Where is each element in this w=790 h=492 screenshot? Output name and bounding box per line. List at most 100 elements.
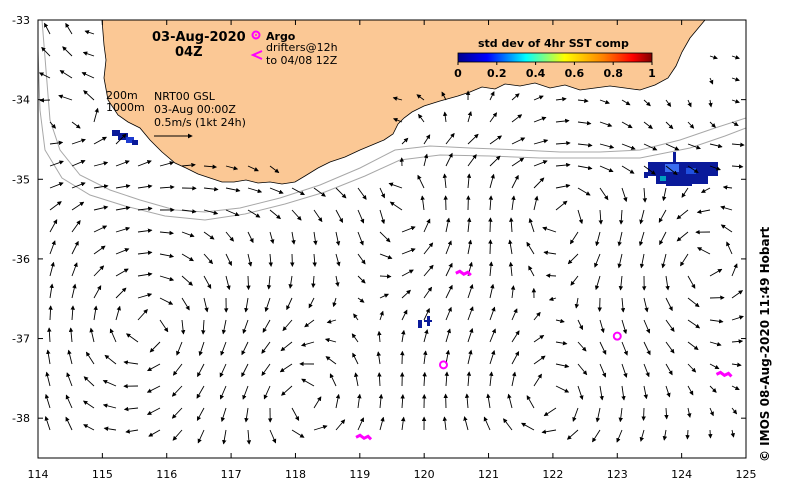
colorbar-tick-label: 0.4	[526, 67, 546, 80]
current-arrow	[181, 253, 194, 262]
current-arrow	[533, 95, 544, 101]
current-arrow	[709, 77, 714, 85]
sst-patch-small	[418, 316, 432, 328]
current-arrow	[599, 121, 613, 127]
y-tick-label: -36	[12, 253, 30, 266]
current-arrow	[489, 306, 496, 321]
current-arrow	[220, 407, 227, 423]
current-arrow	[489, 283, 495, 299]
colorbar-tick-label: 0	[454, 67, 462, 80]
current-arrow	[445, 262, 453, 277]
current-arrow	[599, 99, 610, 105]
current-arrow	[379, 293, 389, 299]
current-arrow	[115, 160, 130, 167]
isobath-1000m	[38, 49, 746, 221]
y-axis: -33 -34 -35 -36 -37 -38	[12, 14, 746, 425]
current-arrow	[643, 99, 651, 107]
current-arrow	[176, 341, 183, 356]
current-arrow	[246, 429, 252, 445]
current-arrow	[389, 201, 403, 211]
current-arrow	[731, 315, 744, 321]
current-arrow	[709, 385, 717, 393]
current-arrow	[545, 273, 557, 278]
current-arrow	[71, 138, 86, 145]
current-arrow	[159, 161, 175, 167]
current-arrow	[503, 418, 513, 431]
current-arrow	[488, 371, 494, 387]
current-arrow	[511, 157, 525, 167]
current-arrow	[441, 91, 447, 101]
current-arrow	[247, 187, 263, 194]
current-arrow	[376, 351, 381, 365]
current-arrow	[326, 319, 337, 324]
current-arrow	[731, 290, 744, 299]
current-arrow	[70, 305, 75, 321]
current-arrow	[423, 134, 431, 145]
current-arrow	[71, 283, 77, 299]
current-arrow	[731, 362, 742, 367]
current-arrow	[291, 407, 300, 421]
current-arrow	[49, 283, 54, 299]
current-arrow	[555, 96, 567, 102]
current-arrow	[125, 429, 139, 434]
argo-legend-dot	[255, 34, 257, 36]
current-arrow	[172, 429, 183, 441]
current-arrow	[313, 396, 322, 409]
current-arrow	[196, 407, 205, 421]
current-arrow	[102, 379, 117, 387]
colorbar-ticks: 0 0.2 0.4 0.6 0.8 1	[454, 62, 656, 80]
current-arrow	[466, 217, 472, 233]
current-arrow	[467, 327, 474, 343]
current-arrow	[555, 318, 565, 324]
current-arrow	[687, 99, 692, 108]
x-axis: 114 115 116 117 118 119 120 121 122 123 124 125	[28, 20, 757, 481]
current-arrow	[621, 187, 628, 203]
current-arrow	[665, 363, 673, 376]
current-arrow	[241, 341, 249, 356]
current-arrow	[172, 363, 183, 376]
current-arrow	[225, 209, 240, 217]
current-arrow	[44, 22, 51, 35]
current-arrow	[700, 187, 711, 193]
current-arrow	[720, 205, 733, 211]
current-arrow	[423, 308, 430, 321]
current-arrow	[685, 429, 690, 440]
current-arrow	[708, 99, 713, 108]
current-arrow	[639, 253, 645, 269]
current-arrow	[488, 239, 493, 255]
current-arrow	[665, 165, 678, 176]
current-arrow	[599, 187, 609, 201]
current-arrow	[65, 394, 73, 409]
current-arrow	[665, 385, 671, 398]
drifter-track	[715, 370, 733, 378]
current-arrow	[269, 429, 277, 444]
current-arrow	[442, 111, 448, 123]
current-arrow	[282, 319, 293, 332]
current-arrow	[592, 429, 601, 443]
current-arrow	[203, 186, 219, 192]
current-arrow	[393, 117, 403, 123]
current-arrow	[566, 429, 579, 440]
current-arrow	[71, 159, 86, 167]
current-arrow	[66, 372, 73, 387]
current-arrow	[526, 395, 535, 409]
current-arrow	[93, 245, 106, 255]
current-arrow	[599, 165, 614, 173]
current-arrow	[357, 297, 365, 303]
current-arrow	[379, 253, 393, 260]
current-arrow	[621, 121, 633, 129]
gsl-time: 03-Aug 00:00Z	[154, 103, 236, 116]
current-arrow	[335, 187, 347, 199]
current-arrow	[203, 231, 215, 240]
current-arrow	[696, 209, 711, 214]
gsl-label: NRT00 GSL	[154, 90, 216, 103]
current-arrow	[181, 297, 190, 311]
current-arrow	[262, 319, 271, 333]
current-arrow	[445, 152, 453, 167]
current-arrow	[71, 201, 85, 211]
current-arrow	[423, 264, 434, 277]
current-arrow	[687, 165, 699, 174]
current-arrow	[335, 209, 343, 223]
current-arrow	[542, 226, 557, 233]
current-arrow	[220, 341, 227, 356]
